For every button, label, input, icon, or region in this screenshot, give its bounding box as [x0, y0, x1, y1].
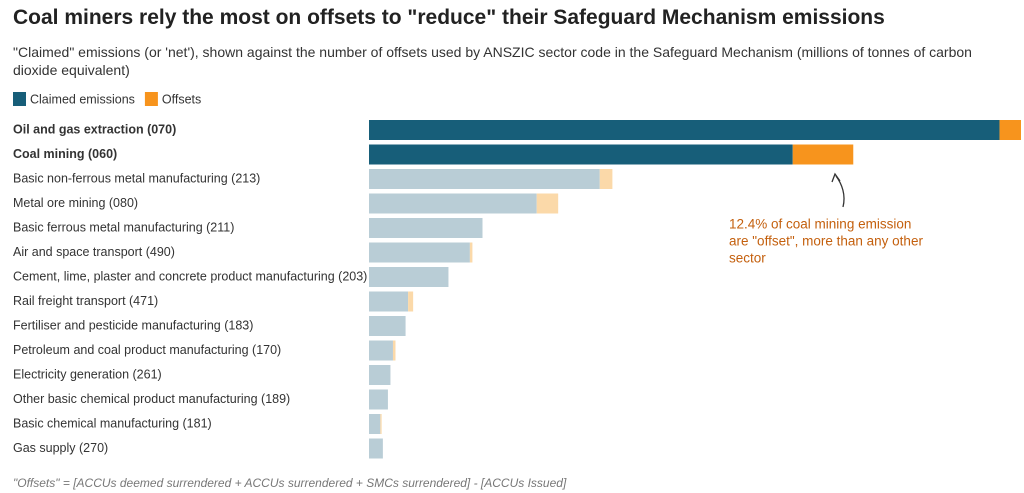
bar-segment	[369, 389, 388, 410]
y-tick-label: Oil and gas extraction (070)	[13, 122, 176, 136]
y-tick-label: Electricity generation (261)	[13, 367, 162, 381]
legend-label: Offsets	[162, 92, 201, 106]
legend-swatch	[144, 92, 158, 106]
bar-segment	[369, 144, 793, 165]
bar-segment	[392, 340, 396, 361]
bar-segment	[369, 267, 449, 287]
bar-segment	[408, 291, 414, 312]
bar-segment	[369, 218, 483, 238]
bar-segment	[369, 291, 409, 312]
bar-segment	[792, 144, 854, 165]
y-tick-label: Rail freight transport (471)	[13, 294, 158, 308]
bar-segment	[369, 169, 600, 189]
bar-segment	[380, 414, 382, 434]
y-tick-label: Coal mining (060)	[13, 147, 117, 161]
footnote: "Offsets" = [ACCUs deemed surrendered + …	[13, 476, 567, 490]
y-tick-label: Gas supply (270)	[13, 441, 108, 455]
y-tick-label: Air and space transport (490)	[13, 245, 175, 259]
bar-segment	[369, 193, 537, 214]
bar-segment	[369, 340, 393, 361]
annotation: sector	[729, 251, 766, 266]
legend-swatch	[13, 92, 26, 106]
legend-label: Claimed emissions	[30, 92, 135, 106]
bar-segment	[599, 169, 613, 189]
annotation: are "offset", more than any other	[729, 234, 923, 249]
bar-segment	[369, 438, 383, 459]
y-tick-label: Other basic chemical product manufacturi…	[13, 392, 290, 406]
bar-segment	[369, 242, 470, 263]
bar-segment	[369, 365, 391, 385]
y-tick-label: Basic ferrous metal manufacturing (211)	[13, 220, 234, 234]
y-tick-label: Cement, lime, plaster and concrete produ…	[13, 269, 367, 283]
y-tick-label: Basic non-ferrous metal manufacturing (2…	[13, 171, 260, 185]
annotation-arrowhead	[831, 172, 841, 183]
y-tick-label: Fertiliser and pesticide manufacturing (…	[13, 318, 253, 332]
bar-segment	[469, 242, 473, 263]
chart-subtitle: "Claimed" emissions (or 'net'), shown ag…	[13, 44, 972, 78]
y-tick-label: Metal ore mining (080)	[13, 196, 138, 210]
y-tick-label: Basic chemical manufacturing (181)	[13, 416, 212, 430]
annotation: 12.4% of coal mining emission	[729, 217, 911, 232]
bar-segment	[999, 120, 1021, 140]
bar-segment	[369, 414, 381, 434]
bar-segment	[369, 120, 1000, 140]
chart-title: Coal miners rely the most on offsets to …	[13, 6, 885, 29]
bar-segment	[369, 316, 406, 336]
bar-segment	[536, 193, 559, 214]
y-tick-label: Petroleum and coal product manufacturing…	[13, 343, 281, 357]
